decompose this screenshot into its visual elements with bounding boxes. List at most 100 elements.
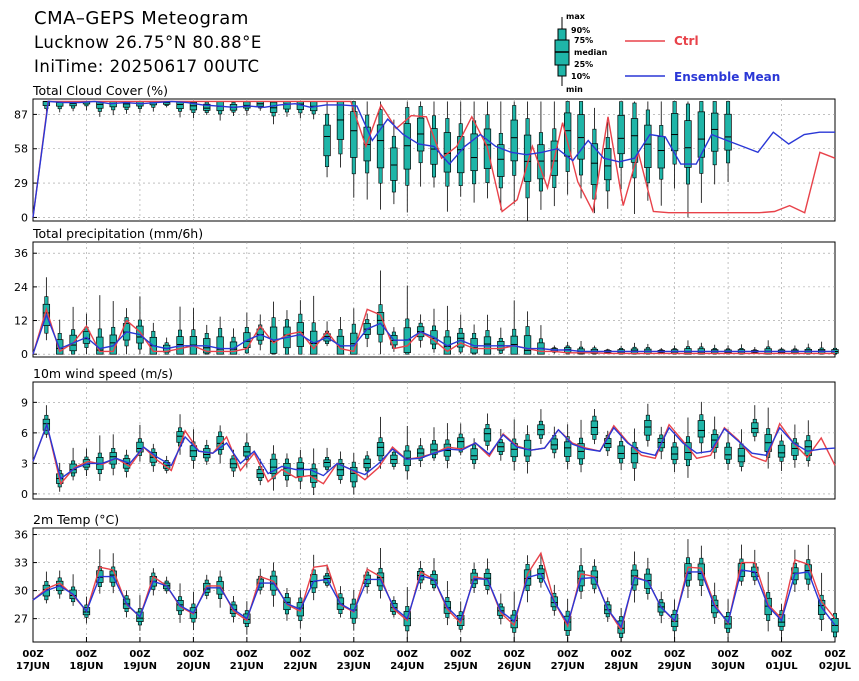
ensemble-box xyxy=(443,101,452,212)
x-tick-hour-label: 00Z xyxy=(183,649,204,660)
panel-0: 0 29 58 87 Total Cloud Cover (%) xyxy=(14,83,836,224)
y-tick-label: 12 xyxy=(14,315,28,328)
ensemble-box xyxy=(69,574,77,606)
y-tick-label: 58 xyxy=(14,143,28,156)
ensemble-box xyxy=(644,403,652,447)
y-tick-label: 33 xyxy=(14,557,28,570)
ensemble-box xyxy=(497,101,505,211)
init-time-label: IniTime: 20250617 00UTC xyxy=(34,57,260,76)
ensemble-box xyxy=(711,416,719,459)
ensemble-box xyxy=(751,405,759,442)
y-tick-label: 87 xyxy=(14,108,28,121)
ensemble-box xyxy=(336,101,345,168)
ensemble-box xyxy=(510,101,518,204)
y-tick-label: 6 xyxy=(21,427,28,440)
box-p25-p75 xyxy=(523,335,532,355)
ensemble-box xyxy=(657,101,665,206)
ensemble-box xyxy=(711,101,719,185)
series-mean-line xyxy=(32,569,836,629)
x-tick-hour-label: 00Z xyxy=(717,649,738,660)
x-tick-hour-label: 00Z xyxy=(557,649,578,660)
box-p25-p75 xyxy=(670,113,679,152)
series-mean-line xyxy=(32,312,835,355)
ensemble-box xyxy=(256,458,264,486)
ensemble-box xyxy=(590,409,599,445)
location-label: Lucknow 26.75°N 80.88°E xyxy=(34,33,262,52)
x-tick-date-label: 28JUN xyxy=(604,661,638,672)
ensemble-box xyxy=(777,434,786,471)
y-tick-label: 30 xyxy=(14,585,28,598)
ensemble-box xyxy=(644,343,652,355)
y-tick-label: 36 xyxy=(14,529,28,542)
box-p25-p75 xyxy=(376,124,385,169)
ensemble-box xyxy=(109,553,117,594)
ensemble-box xyxy=(96,101,104,117)
panel-2: 0 3 6 9 10m wind speed (m/s) xyxy=(21,366,836,501)
ensemble-box xyxy=(564,101,572,195)
x-tick-hour-label: 00Z xyxy=(771,649,792,660)
x-tick-hour-label: 00Z xyxy=(397,649,418,660)
box-p25-p75 xyxy=(630,118,639,163)
y-tick-label: 24 xyxy=(14,281,28,294)
ensemble-box xyxy=(590,107,599,214)
x-tick-date-label: 17JUN xyxy=(16,661,50,672)
ensemble-box xyxy=(69,447,77,481)
ensemble-box xyxy=(550,101,558,207)
box-p25-p75 xyxy=(283,101,291,110)
box-p25-p75 xyxy=(403,123,411,170)
x-tick-date-label: 27JUN xyxy=(551,661,585,672)
x-tick-date-label: 22JUN xyxy=(283,661,317,672)
ensemble-box xyxy=(283,453,291,488)
ensemble-box xyxy=(537,325,545,355)
ensemble-box xyxy=(216,101,224,121)
ensemble-box xyxy=(189,591,198,631)
ensemble-box xyxy=(697,342,705,355)
box-p25-p75 xyxy=(523,134,532,182)
ensemble-box xyxy=(376,101,385,210)
box-p25-p75 xyxy=(510,119,518,162)
ensemble-box xyxy=(617,432,625,471)
ensemble-box xyxy=(323,101,331,178)
ensemble-box xyxy=(203,101,211,116)
box-p25-p75 xyxy=(684,120,692,168)
box-p25-p75 xyxy=(711,112,719,152)
box-p25-p75 xyxy=(390,147,398,181)
x-tick-date-label: 30JUN xyxy=(711,661,745,672)
panel-frame xyxy=(32,241,836,358)
x-tick-hour-label: 00Z xyxy=(129,649,150,660)
ensemble-box xyxy=(69,306,77,355)
x-tick-date-label: 25JUN xyxy=(444,661,478,672)
ensemble-box xyxy=(483,558,492,595)
ensemble-box xyxy=(310,101,318,120)
y-tick-label: 0 xyxy=(21,211,28,224)
ensemble-box xyxy=(256,314,264,351)
ensemble-box xyxy=(296,300,304,355)
box-p25-p75 xyxy=(323,459,331,468)
box-p25-p75 xyxy=(791,442,799,456)
box-p25-p75 xyxy=(604,148,612,181)
ensemble-box xyxy=(537,553,545,588)
ensemble-box xyxy=(804,420,812,467)
legend-min-label: min xyxy=(566,85,583,94)
x-tick-hour-label: 00Z xyxy=(22,649,43,660)
ensemble-box xyxy=(497,428,505,461)
ensemble-box xyxy=(430,427,438,461)
box-p25-p75 xyxy=(470,133,478,172)
box-p25-p75 xyxy=(724,113,732,151)
ensemble-box xyxy=(109,434,117,476)
ensemble-box xyxy=(176,306,184,355)
x-tick-date-label: 24JUN xyxy=(390,661,424,672)
ensemble-box xyxy=(430,308,438,353)
ensemble-box xyxy=(336,451,345,484)
box-p25-p75 xyxy=(590,143,599,185)
box-p25-p75 xyxy=(697,111,705,158)
ensemble-box xyxy=(96,435,104,481)
ensemble-box xyxy=(724,101,732,183)
box-p25-p75 xyxy=(457,437,465,449)
box-p25-p75 xyxy=(644,420,652,436)
box-p25-p75 xyxy=(724,446,732,460)
box-p25-p75 xyxy=(430,443,438,455)
ensemble-box xyxy=(376,270,385,355)
ensemble-box xyxy=(96,295,104,355)
